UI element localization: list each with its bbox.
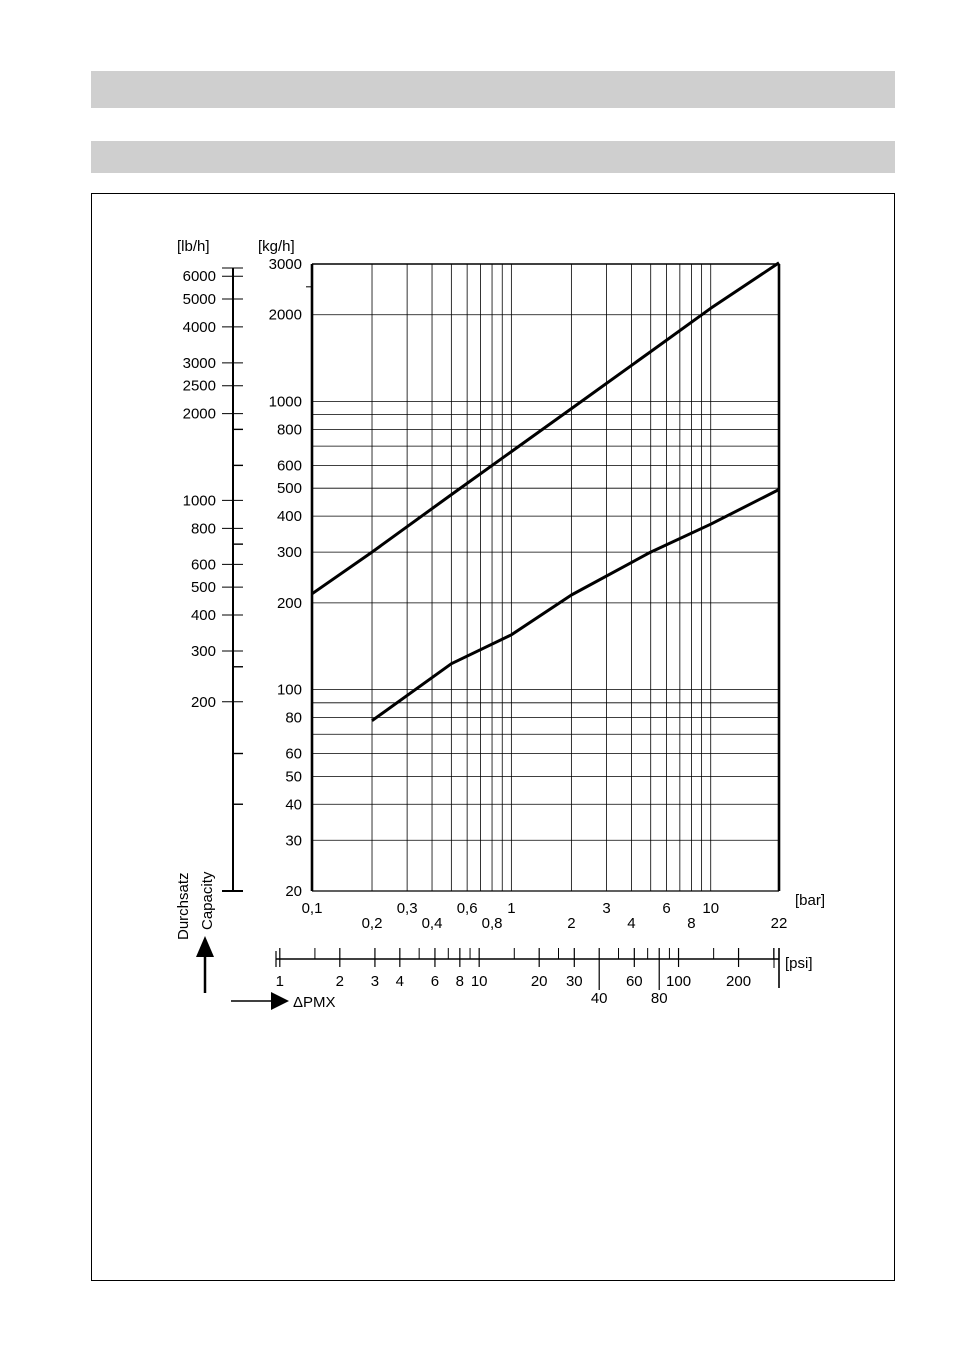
- bar-tick-label: 1: [507, 900, 515, 917]
- psi-tick-label: 10: [471, 973, 488, 990]
- kgh-tick-label: 20: [285, 883, 302, 900]
- bar-tick-label: 8: [687, 915, 695, 932]
- kgh-tick-label: 200: [277, 595, 302, 612]
- psi-tick-label: 20: [531, 973, 548, 990]
- psi-tick-label: 2: [336, 973, 344, 990]
- kgh-tick-label: 500: [277, 480, 302, 497]
- chart-axes: [kg/h] [lb/h] [bar] [psi] Durchsatz Capa…: [175, 238, 825, 1011]
- kgh-tick-label: 800: [277, 421, 302, 438]
- lbh-tick-label: 2000: [183, 406, 216, 423]
- lbh-tick-label: 6000: [183, 268, 216, 285]
- series-line-1: [311, 261, 780, 596]
- figure-frame: [91, 193, 895, 1281]
- chart-series: [311, 261, 780, 722]
- chart-grid: [306, 263, 781, 892]
- bar-tick-label: 4: [627, 915, 635, 932]
- psi-tick-label: 6: [431, 973, 439, 990]
- lbh-tick-label: 400: [191, 607, 216, 624]
- lbh-tick-label: 3000: [183, 355, 216, 372]
- y-arrow-head: [196, 936, 214, 957]
- psi-tick-label: 4: [396, 973, 404, 990]
- bar-tick-label: 0,2: [362, 915, 383, 932]
- x-unit-bar-label: [bar]: [795, 892, 825, 909]
- series-line-2: [371, 488, 780, 722]
- bar-tick-label: 3: [602, 900, 610, 917]
- lbh-tick-label: 2500: [183, 378, 216, 395]
- kgh-tick-label: 50: [285, 768, 302, 785]
- bar-tick-label: 0,4: [422, 915, 443, 932]
- psi-tick-label: 3: [371, 973, 379, 990]
- psi-tick-label: 200: [726, 973, 751, 990]
- kgh-tick-label: 3000: [269, 256, 302, 273]
- psi-tick-label: 30: [566, 973, 583, 990]
- lbh-tick-label: 200: [191, 694, 216, 711]
- kgh-tick-label: 80: [285, 710, 302, 727]
- bar-tick-label: 0,8: [482, 915, 503, 932]
- bar-tick-label: 22: [771, 915, 788, 932]
- x-unit-psi-label: [psi]: [785, 955, 813, 972]
- psi-tick-label: 60: [626, 973, 643, 990]
- bar-tick-label: 2: [567, 915, 575, 932]
- kgh-tick-label: 2000: [269, 307, 302, 324]
- lbh-tick-label: 5000: [183, 291, 216, 308]
- kgh-tick-label: 60: [285, 746, 302, 763]
- kgh-tick-label: 30: [285, 832, 302, 849]
- y-unit-kgh-label: [kg/h]: [258, 238, 295, 255]
- header-band-section: [91, 141, 895, 173]
- kgh-tick-label: 600: [277, 457, 302, 474]
- bar-tick-label: 0,1: [302, 900, 323, 917]
- y-axis-title-en: Capacity: [199, 871, 216, 930]
- lbh-tick-label: 800: [191, 520, 216, 537]
- y-axis-title-de: Durchsatz: [175, 872, 192, 940]
- x-arrow-head: [271, 992, 289, 1010]
- lbh-tick-label: 300: [191, 643, 216, 660]
- kgh-tick-label: 400: [277, 508, 302, 525]
- bar-tick-label: 0,3: [397, 900, 418, 917]
- bar-tick-label: 10: [702, 900, 719, 917]
- lbh-tick-label: 1000: [183, 492, 216, 509]
- psi-tick-label: 80: [651, 990, 668, 1007]
- y-unit-lbh-label: [lb/h]: [177, 238, 210, 255]
- bar-tick-label: 6: [662, 900, 670, 917]
- psi-tick-label: 8: [456, 973, 464, 990]
- kgh-tick-label: 40: [285, 796, 302, 813]
- kgh-tick-label: 300: [277, 544, 302, 561]
- lbh-tick-label: 4000: [183, 319, 216, 336]
- lbh-tick-label: 600: [191, 556, 216, 573]
- psi-tick-label: 1: [276, 973, 284, 990]
- psi-tick-label: 100: [666, 973, 691, 990]
- lbh-tick-label: 500: [191, 579, 216, 596]
- x-axis-title: ΔPMX: [293, 994, 336, 1011]
- kgh-tick-label: 100: [277, 682, 302, 699]
- bar-tick-label: 0,6: [457, 900, 478, 917]
- kgh-tick-label: 1000: [269, 393, 302, 410]
- header-band-top: [91, 71, 895, 108]
- psi-tick-label: 40: [591, 990, 608, 1007]
